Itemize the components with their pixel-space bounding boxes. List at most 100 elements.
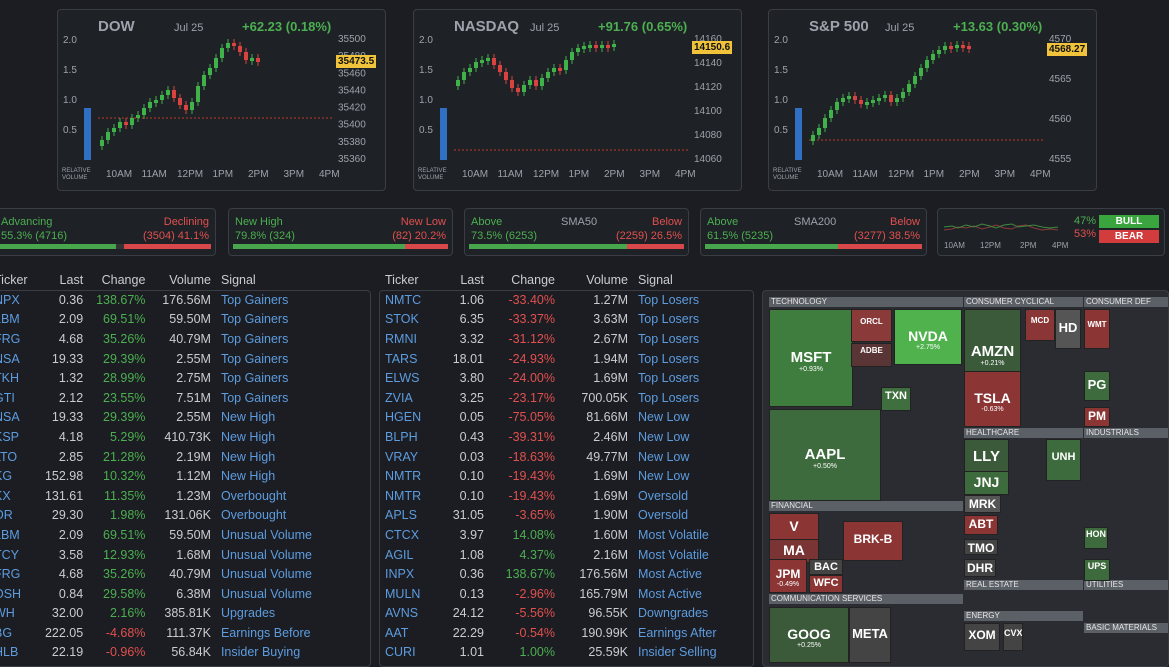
table-row[interactable]: ZVIA 3.25 -23.17% 700.05K Top Losers	[385, 388, 745, 408]
table-row[interactable]: NSA 19.33 29.39% 2.55M Top Gainers	[0, 349, 312, 369]
signal-link[interactable]: New Low	[638, 410, 690, 425]
table-row[interactable]: APLS 31.05 -3.65% 1.90M Oversold	[385, 506, 745, 526]
table-row[interactable]: OR 29.30 1.98% 131.06K Overbought	[0, 506, 312, 526]
signal-link[interactable]: Most Active	[638, 567, 702, 582]
signal-link[interactable]: Top Gainers	[220, 292, 289, 307]
signal-link[interactable]: New High	[220, 449, 276, 464]
table-row[interactable]: NMTR 0.10 -19.43% 1.69M New Low	[385, 466, 745, 486]
ticker-link[interactable]: TARS	[385, 351, 418, 366]
header-last[interactable]: Last	[460, 273, 484, 287]
table-row[interactable]: INPX 0.36 138.67% 176.56M Most Active	[385, 564, 745, 584]
heatmap-tile[interactable]: XOM	[964, 623, 1000, 651]
signal-link[interactable]: New Low	[638, 469, 690, 484]
ticker-link[interactable]: AAT	[385, 625, 409, 640]
table-row[interactable]: NMTR 0.10 -19.43% 1.69M Oversold	[385, 486, 745, 506]
table-row[interactable]: ELWS 3.80 -24.00% 1.69M Top Losers	[385, 368, 745, 388]
ticker-link[interactable]: TCY	[0, 547, 19, 562]
table-row[interactable]: TCY 3.58 12.93% 1.68M Unusual Volume	[0, 545, 312, 565]
ticker-link[interactable]: NMTR	[385, 469, 422, 484]
signal-link[interactable]: Oversold	[638, 488, 689, 503]
heatmap-tile[interactable]: META	[849, 607, 891, 663]
table-row[interactable]: FRG 4.68 35.26% 40.79M Unusual Volume	[0, 564, 312, 584]
signal-link[interactable]: Top Gainers	[220, 312, 289, 327]
heatmap-tile[interactable]: DHR	[964, 559, 996, 577]
header-last[interactable]: Last	[59, 273, 84, 287]
table-row[interactable]: HLB 22.19 -0.96% 56.84K Insider Buying	[0, 643, 312, 663]
table-row[interactable]: KX 131.61 11.35% 1.23M Overbought	[0, 486, 312, 506]
signal-link[interactable]: Top Losers	[638, 390, 700, 405]
header-ticker[interactable]: Ticker	[385, 273, 419, 287]
heatmap-tile[interactable]: WMT	[1084, 309, 1110, 349]
heatmap-tile[interactable]: BRK-B	[843, 521, 903, 561]
ticker-link[interactable]: LBM	[0, 312, 20, 327]
signal-link[interactable]: Top Gainers	[220, 331, 289, 346]
ticker-link[interactable]: NMTC	[385, 292, 422, 307]
ticker-link[interactable]: VRAY	[385, 449, 419, 464]
ticker-link[interactable]: WH	[0, 606, 15, 621]
signal-link[interactable]: Downgrades	[638, 606, 709, 621]
bull-button[interactable]: BULL	[1099, 215, 1159, 228]
signal-link[interactable]: Overbought	[220, 488, 287, 503]
signal-link[interactable]: Top Losers	[638, 331, 700, 346]
table-row[interactable]: VRAY 0.03 -18.63% 49.77M New Low	[385, 447, 745, 467]
signal-link[interactable]: Top Losers	[638, 312, 700, 327]
signal-link[interactable]: New High	[220, 429, 276, 444]
header-change[interactable]: Change	[101, 273, 146, 287]
signal-link[interactable]: Top Losers	[638, 351, 700, 366]
heatmap-tile[interactable]: NVDA +2.75%	[894, 309, 962, 365]
index-chart-sp500[interactable]: S&P 500 Jul 25 +13.63 (0.30%) 2.0 1.5 1.0 0…	[768, 9, 1097, 191]
ticker-link[interactable]: ZVIA	[385, 390, 413, 405]
signal-link[interactable]: Unusual Volume	[220, 586, 312, 601]
heatmap-tile[interactable]: GOOG +0.25%	[769, 607, 849, 663]
table-row[interactable]: NMTC 1.06 -33.40% 1.27M Top Losers	[385, 290, 745, 310]
table-row[interactable]: CURI 1.01 1.00% 25.59K Insider Selling	[385, 643, 745, 663]
sector-heatmap[interactable]: TECHNOLOGY CONSUMER CYCLICAL CONSUMER DE…	[762, 290, 1169, 667]
table-row[interactable]: LBM 2.09 69.51% 59.50M Unusual Volume	[0, 525, 312, 545]
header-volume[interactable]: Volume	[169, 273, 211, 287]
signal-link[interactable]: Earnings After	[638, 625, 717, 640]
heatmap-tile[interactable]: TXN	[881, 387, 911, 411]
bear-button[interactable]: BEAR	[1099, 230, 1159, 243]
ticker-link[interactable]: CURI	[385, 645, 416, 660]
heatmap-tile[interactable]: UNH	[1046, 439, 1081, 481]
header-signal[interactable]: Signal	[638, 273, 673, 287]
header-change[interactable]: Change	[511, 273, 555, 287]
heatmap-tile[interactable]: V	[769, 513, 819, 541]
table-row[interactable]: NSA 19.33 29.39% 2.55M New High	[0, 408, 312, 428]
heatmap-tile[interactable]: TSLA -0.63%	[964, 371, 1021, 427]
table-row[interactable]: AVNS 24.12 -5.56% 96.55K Downgrades	[385, 604, 745, 624]
table-row[interactable]: TKH 1.32 28.99% 2.75M Top Gainers	[0, 368, 312, 388]
ticker-link[interactable]: NMTR	[385, 488, 422, 503]
signal-link[interactable]: New Low	[638, 449, 690, 464]
header-signal[interactable]: Signal	[220, 273, 256, 287]
signal-link[interactable]: Upgrades	[220, 606, 276, 621]
ticker-link[interactable]: TKH	[0, 371, 19, 386]
table-row[interactable]: RMNI 3.32 -31.12% 2.67M Top Losers	[385, 329, 745, 349]
header-volume[interactable]: Volume	[586, 273, 628, 287]
signal-link[interactable]: Unusual Volume	[220, 527, 312, 542]
ticker-link[interactable]: KSP	[0, 429, 20, 444]
heatmap-tile[interactable]: MRK	[964, 495, 1001, 513]
signal-link[interactable]: Top Losers	[638, 292, 700, 307]
ticker-link[interactable]: STOK	[385, 312, 419, 327]
ticker-link[interactable]: KX	[0, 488, 11, 503]
signal-link[interactable]: Insider Buying	[220, 645, 301, 660]
ticker-link[interactable]: AVNS	[385, 606, 419, 621]
signal-link[interactable]: Top Gainers	[220, 371, 289, 386]
ticker-link[interactable]: KG	[0, 469, 13, 484]
signal-link[interactable]: Oversold	[638, 508, 689, 523]
signal-link[interactable]: Insider Selling	[638, 645, 717, 660]
ticker-link[interactable]: NSA	[0, 351, 20, 366]
signal-link[interactable]: Unusual Volume	[220, 547, 312, 562]
heatmap-tile[interactable]: MCD	[1025, 309, 1055, 341]
index-chart-dow[interactable]: DOW Jul 25 +62.23 (0.18%) 2.0 1.5 1.0 0.5 RE…	[57, 9, 386, 191]
signal-link[interactable]: Top Gainers	[220, 390, 289, 405]
ticker-link[interactable]: LBM	[0, 527, 20, 542]
breadth-sma50[interactable]: Above SMA50 Below 73.5% (6253) (2259) 26…	[464, 208, 689, 256]
heatmap-tile[interactable]: ADBE	[851, 343, 892, 367]
heatmap-tile[interactable]: PG	[1084, 371, 1110, 401]
table-row[interactable]: TARS 18.01 -24.93% 1.94M Top Losers	[385, 349, 745, 369]
index-chart-nasdaq[interactable]: NASDAQ Jul 25 +91.76 (0.65%) 2.0 1.5 1.0 0.…	[413, 9, 742, 191]
ticker-link[interactable]: HLB	[0, 645, 19, 660]
ticker-link[interactable]: OSH	[0, 586, 22, 601]
